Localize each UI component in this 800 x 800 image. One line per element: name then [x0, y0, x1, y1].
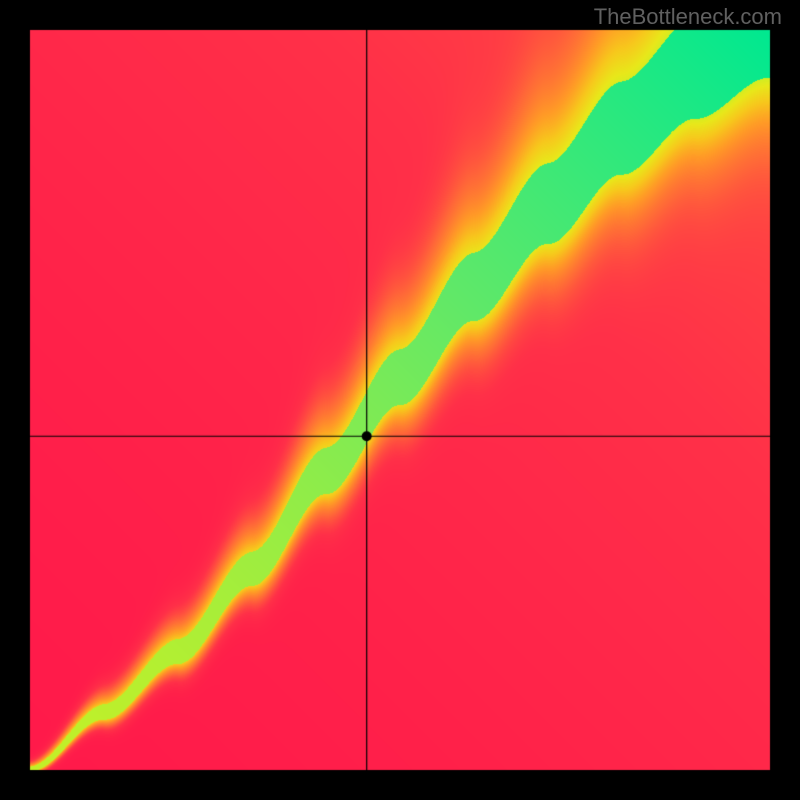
- chart-container: TheBottleneck.com: [0, 0, 800, 800]
- heatmap-canvas: [0, 0, 800, 800]
- watermark-text: TheBottleneck.com: [594, 4, 782, 30]
